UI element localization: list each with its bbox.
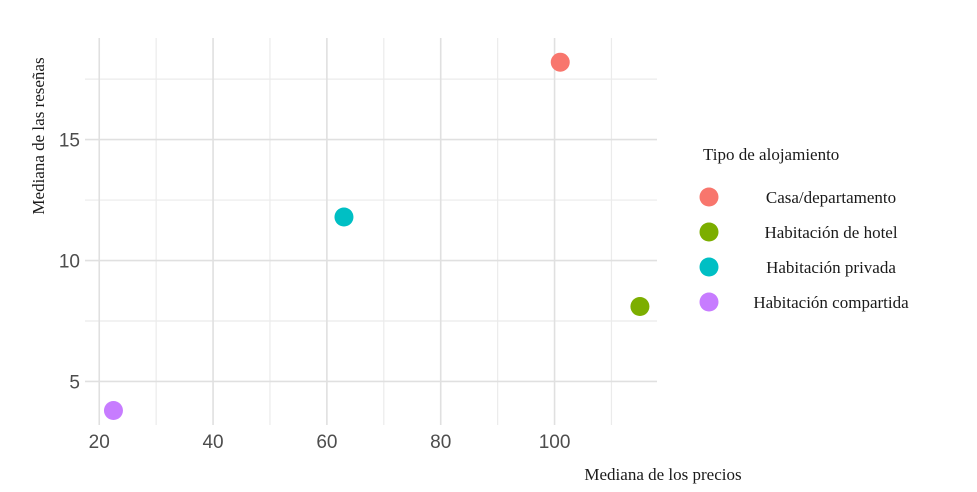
legend-key bbox=[699, 292, 719, 312]
data-points bbox=[103, 52, 650, 420]
data-point bbox=[103, 400, 123, 420]
x-tick-label: 80 bbox=[430, 432, 451, 453]
x-axis-title: Mediana de los precios bbox=[584, 465, 741, 484]
data-point bbox=[550, 52, 570, 72]
data-point bbox=[334, 207, 354, 227]
grid bbox=[85, 38, 657, 425]
x-tick-label: 20 bbox=[89, 432, 110, 453]
data-point bbox=[630, 296, 650, 316]
y-axis-title: Mediana de las reseñas bbox=[29, 57, 48, 214]
legend-key bbox=[699, 187, 719, 207]
x-tick-label: 60 bbox=[316, 432, 337, 453]
x-tick-label: 100 bbox=[539, 432, 571, 453]
y-tick-label: 10 bbox=[59, 252, 80, 273]
tick-labels: 20 40 60 80 100 5 10 15 bbox=[59, 131, 571, 453]
y-tick-label: 5 bbox=[69, 372, 80, 393]
legend-label: Habitación de hotel bbox=[764, 223, 897, 242]
legend-title: Tipo de alojamiento bbox=[703, 145, 839, 164]
legend: Tipo de alojamiento Casa/departamento Hab… bbox=[699, 145, 909, 312]
x-tick-label: 40 bbox=[202, 432, 223, 453]
legend-key bbox=[699, 257, 719, 277]
legend-key bbox=[699, 222, 719, 242]
legend-label: Habitación privada bbox=[766, 258, 896, 277]
legend-label: Habitación compartida bbox=[753, 293, 909, 312]
legend-label: Casa/departamento bbox=[766, 188, 896, 207]
y-tick-label: 15 bbox=[59, 131, 80, 152]
